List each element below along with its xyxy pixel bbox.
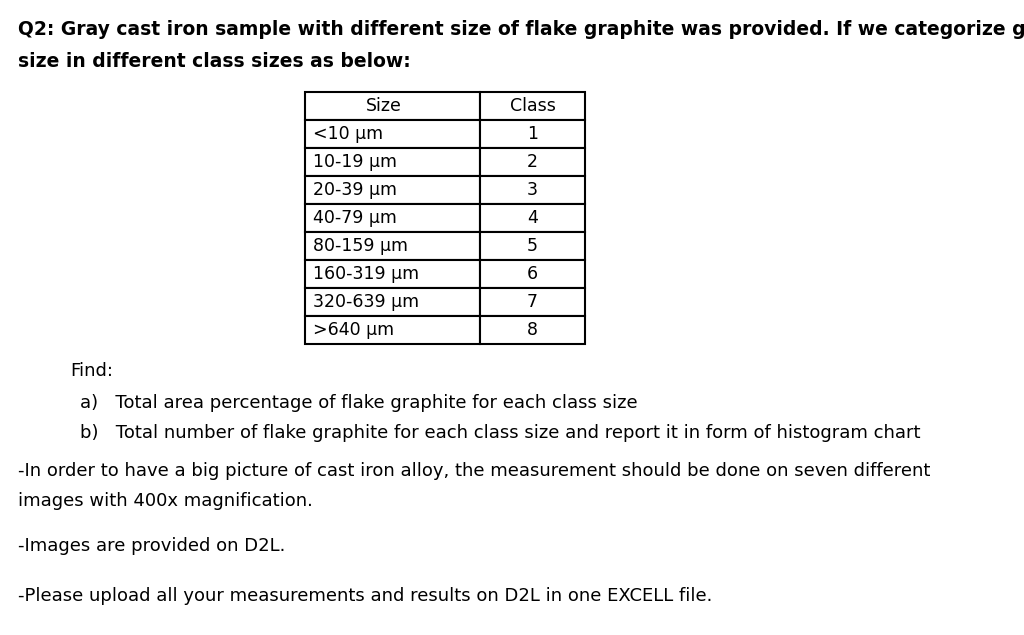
Bar bbox=[305, 120, 480, 148]
Text: 20-39 μm: 20-39 μm bbox=[313, 181, 397, 199]
Bar bbox=[480, 204, 585, 232]
Bar bbox=[305, 232, 480, 260]
Text: images with 400x magnification.: images with 400x magnification. bbox=[18, 492, 313, 510]
Bar bbox=[480, 148, 585, 176]
Text: 5: 5 bbox=[527, 237, 538, 255]
Text: 8: 8 bbox=[527, 321, 538, 339]
Bar bbox=[305, 176, 480, 204]
Text: 40-79 μm: 40-79 μm bbox=[313, 209, 397, 227]
Bar bbox=[480, 288, 585, 316]
Bar bbox=[480, 92, 585, 120]
Text: 7: 7 bbox=[527, 293, 538, 311]
Text: 80-159 μm: 80-159 μm bbox=[313, 237, 408, 255]
Text: Q2: Gray cast iron sample with different size of flake graphite was provided. If: Q2: Gray cast iron sample with different… bbox=[18, 20, 1024, 39]
Bar bbox=[480, 316, 585, 344]
Text: 2: 2 bbox=[527, 153, 538, 171]
Bar bbox=[305, 204, 480, 232]
Text: size in different class sizes as below:: size in different class sizes as below: bbox=[18, 52, 411, 71]
Text: Find:: Find: bbox=[70, 362, 113, 380]
Text: -Please upload all your measurements and results on D2L in one EXCELL file.: -Please upload all your measurements and… bbox=[18, 587, 713, 605]
Bar bbox=[305, 316, 480, 344]
Text: 6: 6 bbox=[527, 265, 538, 283]
Bar bbox=[480, 120, 585, 148]
Text: >640 μm: >640 μm bbox=[313, 321, 394, 339]
Bar bbox=[480, 176, 585, 204]
Text: -In order to have a big picture of cast iron alloy, the measurement should be do: -In order to have a big picture of cast … bbox=[18, 462, 931, 480]
Bar bbox=[480, 260, 585, 288]
Text: 320-639 μm: 320-639 μm bbox=[313, 293, 419, 311]
Text: Size: Size bbox=[367, 97, 402, 115]
Bar bbox=[305, 92, 480, 120]
Text: -Images are provided on D2L.: -Images are provided on D2L. bbox=[18, 537, 286, 555]
Text: 4: 4 bbox=[527, 209, 538, 227]
Bar bbox=[480, 232, 585, 260]
Text: 1: 1 bbox=[527, 125, 538, 143]
Bar bbox=[305, 260, 480, 288]
Text: 3: 3 bbox=[527, 181, 538, 199]
Text: 160-319 μm: 160-319 μm bbox=[313, 265, 419, 283]
Text: a)   Total area percentage of flake graphite for each class size: a) Total area percentage of flake graphi… bbox=[80, 394, 638, 412]
Text: Class: Class bbox=[510, 97, 555, 115]
Text: 10-19 μm: 10-19 μm bbox=[313, 153, 397, 171]
Bar bbox=[305, 148, 480, 176]
Bar bbox=[305, 288, 480, 316]
Text: <10 μm: <10 μm bbox=[313, 125, 383, 143]
Text: b)   Total number of flake graphite for each class size and report it in form of: b) Total number of flake graphite for ea… bbox=[80, 424, 921, 442]
